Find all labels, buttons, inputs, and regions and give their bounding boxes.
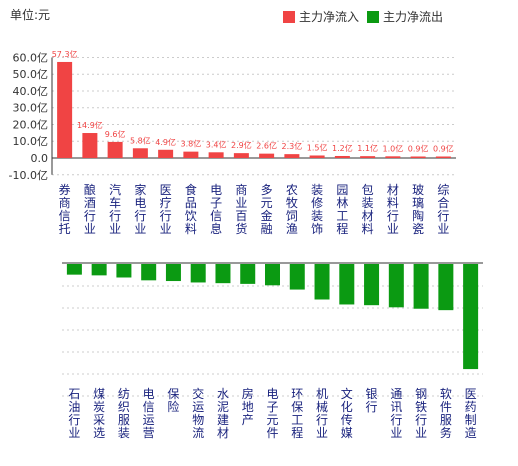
outflow-bar [190, 264, 206, 283]
outflow-swatch [367, 10, 379, 23]
data-label: 4.9亿 [155, 137, 176, 147]
inflow-bar [259, 153, 275, 158]
inflow-bar [158, 149, 174, 158]
outflow-bar [463, 264, 479, 370]
legend-inflow[interactable]: 主力净流入 [283, 8, 359, 25]
data-label: 3.4亿 [206, 139, 227, 149]
y-tick-label-top: 40.0亿 [13, 85, 49, 98]
category-label-bottom: 银行 [366, 387, 378, 414]
category-label-top: 农牧饲渔 [286, 183, 298, 236]
data-label: 1.0亿 [383, 143, 404, 153]
category-label-bottom: 电子元件 [266, 387, 278, 440]
outflow-bar [289, 264, 305, 290]
outflow-bar [91, 264, 107, 276]
category-label-bottom: 煤炭采选 [93, 387, 105, 440]
inflow-bar [435, 156, 451, 158]
category-label-top: 装修装饰 [311, 183, 323, 236]
inflow-bar [208, 152, 224, 158]
category-label-bottom: 软件服务 [440, 387, 452, 440]
category-label-bottom: 交运物流 [192, 386, 204, 440]
inflow-bar [132, 148, 148, 158]
inflow-bar [360, 156, 376, 158]
category-label-bottom: 环保工程 [291, 387, 303, 440]
inflow-bar [385, 156, 401, 158]
category-label-top: 酿酒行业 [84, 182, 96, 236]
data-label: 2.3亿 [282, 141, 303, 151]
category-label-bottom: 纺织服装 [118, 387, 130, 440]
outflow-bar [240, 264, 256, 284]
category-label-bottom: 电信运营 [143, 387, 155, 440]
category-label-bottom: 石油行业 [68, 387, 80, 440]
outflow-bar [141, 264, 157, 281]
outflow-bar [215, 264, 231, 284]
y-tick-label-top: 60.0亿 [13, 51, 49, 64]
outflow-bar [165, 264, 181, 282]
inflow-bar [284, 154, 300, 158]
category-label-top: 综合行业 [437, 183, 449, 236]
unit-label: 单位:元 [10, 8, 51, 22]
data-label: 1.5亿 [307, 142, 328, 152]
category-label-top: 园林工程 [336, 183, 348, 236]
legend-inflow-label: 主力净流入 [299, 10, 360, 24]
outflow-bar [364, 264, 380, 306]
inflow-bar [183, 151, 199, 158]
data-label: 0.9亿 [433, 143, 454, 153]
outflow-bar [339, 264, 355, 305]
y-tick-label-top: 20.0亿 [13, 118, 49, 131]
inflow-bar [82, 133, 98, 158]
data-label: 57.3亿 [52, 49, 78, 59]
category-label-bottom: 房地产 [242, 386, 254, 427]
data-label: 1.1亿 [357, 143, 378, 153]
data-label: 3.8亿 [181, 139, 202, 149]
category-label-top: 商业百货 [235, 182, 247, 236]
category-label-bottom: 钢铁行业 [415, 387, 427, 440]
y-tick-label-top: 10.0亿 [13, 135, 49, 148]
category-label-top: 医疗行业 [160, 183, 172, 236]
category-label-bottom: 通讯行业 [390, 387, 402, 440]
y-tick-label-top: -10.0亿 [9, 169, 48, 182]
inflow-bar [334, 155, 350, 158]
category-label-bottom: 保险 [167, 387, 179, 414]
category-label-top: 材料行业 [387, 183, 399, 236]
inflow-bar [410, 156, 426, 158]
outflow-bar [265, 264, 280, 286]
data-label: 14.9亿 [77, 120, 103, 130]
data-label: 2.6亿 [256, 141, 277, 151]
category-label-top: 食品饮料 [185, 182, 197, 236]
category-label-top: 券商信托 [59, 182, 71, 236]
y-tick-label-top: 0.0 [31, 152, 49, 165]
category-label-top: 多元金融 [261, 183, 273, 236]
outflow-bar [116, 264, 132, 278]
category-label-bottom: 医药制造 [465, 387, 477, 440]
category-label-top: 家电行业 [134, 182, 146, 236]
inflow-bar [233, 153, 249, 158]
outflow-bar [388, 264, 404, 308]
inflow-bar [309, 155, 325, 158]
category-label-bottom: 文化传媒 [341, 386, 353, 440]
category-label-bottom: 水泥建材 [217, 387, 229, 440]
category-label-bottom: 机械行业 [316, 387, 328, 440]
legend-outflow[interactable]: 主力净流出 [367, 8, 443, 25]
category-label-top: 汽车行业 [109, 182, 121, 236]
data-label: 9.6亿 [105, 129, 126, 139]
category-label-top: 包装材料 [362, 183, 374, 236]
data-label: 0.9亿 [408, 143, 429, 153]
outflow-bar [66, 264, 82, 275]
y-tick-label-top: 30.0亿 [13, 102, 49, 115]
outflow-bar [314, 264, 330, 300]
y-tick-label-top: 50.0亿 [13, 68, 49, 81]
inflow-bar [107, 141, 123, 158]
inflow-bar [57, 61, 73, 159]
legend-outflow-label: 主力净流出 [383, 10, 444, 24]
category-label-top: 玻璃陶瓷 [412, 183, 424, 236]
data-label: 2.9亿 [231, 140, 252, 150]
outflow-bar [438, 264, 454, 311]
data-label: 5.8亿 [130, 135, 151, 145]
outflow-bar [413, 264, 429, 309]
data-label: 1.2亿 [332, 143, 353, 153]
category-label-top: 电子信息 [210, 183, 222, 236]
inflow-swatch [283, 10, 295, 23]
